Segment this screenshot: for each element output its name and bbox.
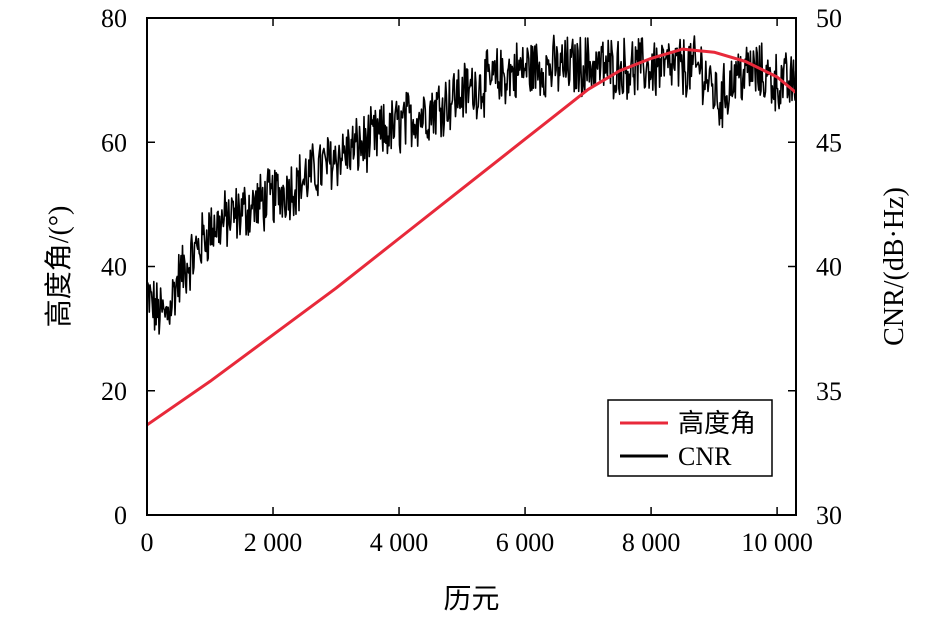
ticks-layer: 0 2 000 4 000 6 000 8 000 10 000 0 20 40 60 80 30 35… bbox=[101, 4, 842, 557]
series-layer bbox=[147, 34, 796, 427]
x-tick-label: 0 bbox=[141, 528, 154, 557]
series-line-elevation bbox=[147, 47, 796, 427]
y-right-tick-label: 40 bbox=[816, 253, 842, 282]
legend-label-cnr: CNR bbox=[678, 442, 732, 471]
y-left-tick-label: 60 bbox=[101, 128, 127, 157]
y-right-tick-label: 50 bbox=[816, 4, 842, 33]
y-left-tick-label: 40 bbox=[101, 253, 127, 282]
legend-label-elevation: 高度角 bbox=[678, 409, 756, 438]
y-left-tick-label: 80 bbox=[101, 4, 127, 33]
series-line-cnr bbox=[147, 34, 796, 335]
y-right-tick-label: 45 bbox=[816, 128, 842, 157]
x-tick-label: 10 000 bbox=[741, 528, 813, 557]
y-right-tick-label: 30 bbox=[816, 501, 842, 530]
x-tick-label: 6 000 bbox=[496, 528, 555, 557]
x-axis-title: 历元 bbox=[443, 584, 499, 615]
legend: 高度角 CNR bbox=[607, 399, 773, 477]
x-tick-label: 8 000 bbox=[622, 528, 681, 557]
y-right-tick-label: 35 bbox=[816, 377, 842, 406]
y-axis-right-title: CNR/(dB·Hz) bbox=[879, 187, 910, 346]
y-left-tick-label: 0 bbox=[114, 501, 127, 530]
legend-box bbox=[607, 399, 773, 477]
y-left-tick-label: 20 bbox=[101, 377, 127, 406]
y-axis-left-title: 高度角/(°) bbox=[43, 206, 75, 328]
x-tick-label: 2 000 bbox=[244, 528, 303, 557]
x-tick-label: 4 000 bbox=[370, 528, 429, 557]
